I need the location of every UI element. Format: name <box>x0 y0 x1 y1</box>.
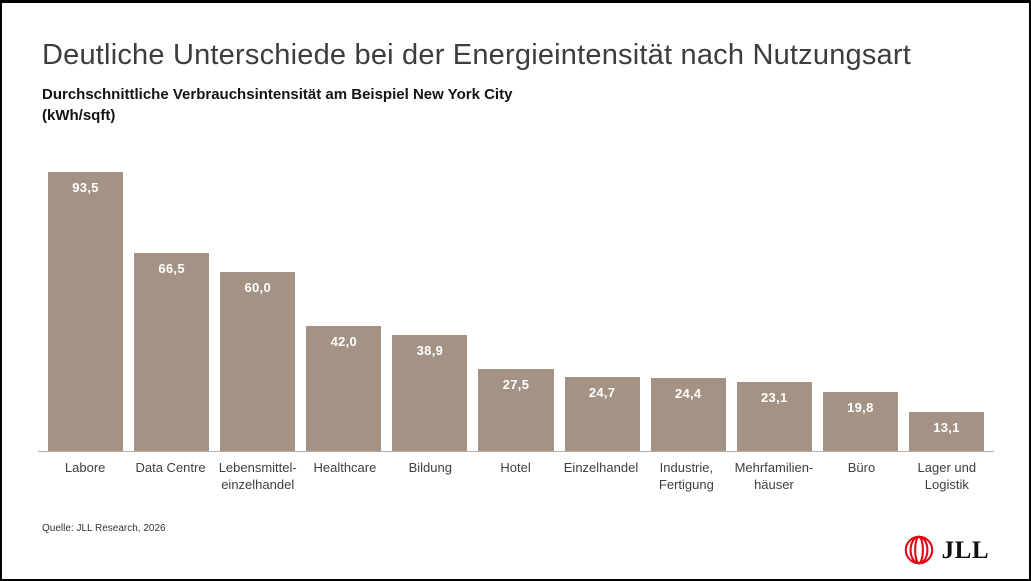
bar-chart: 93,5 66,5 60,0 42,0 38,9 27,5 24,7 24,4 23,1 19,8… <box>2 153 1029 494</box>
bar-column: 24,7 <box>564 376 640 451</box>
bar-value-label: 13,1 <box>933 419 960 435</box>
category-label: Einzelhandel <box>563 459 639 475</box>
bar-value-label: 60,0 <box>244 279 271 295</box>
bar: 27,5 <box>478 368 554 451</box>
bar-column: 19,8 <box>822 391 898 451</box>
category-label: Lager und Logistik <box>917 459 977 493</box>
bar-value-label: 66,5 <box>158 260 185 276</box>
category-label: Hotel <box>500 459 531 475</box>
bar: 38,9 <box>392 334 468 451</box>
jll-logo-icon <box>904 535 933 565</box>
bar: 24,7 <box>564 376 640 451</box>
page-title: Deutliche Unterschiede bei der Energiein… <box>42 39 911 71</box>
bar-column: 27,5 <box>478 368 554 451</box>
plot-area: 93,5 66,5 60,0 42,0 38,9 27,5 24,7 24,4 23,1 19,8… <box>38 153 994 452</box>
source-note: Quelle: JLL Research, 2026 <box>42 523 166 534</box>
chart-subtitle-line1: Durchschnittliche Verbrauchsintensität a… <box>42 86 513 104</box>
bar-value-label: 24,7 <box>588 384 616 400</box>
bar-column: 24,4 <box>650 377 726 451</box>
bar: 13,1 <box>908 411 985 451</box>
category-label: Mehrfamilien-häuser <box>734 459 814 493</box>
chart-subtitle-unit: (kWh/sqft) <box>42 106 116 124</box>
bar-column: 42,0 <box>306 325 382 451</box>
category-label: Lebensmittel-einzelhandel <box>218 459 297 493</box>
bar: 23,1 <box>736 381 812 451</box>
bars-row: 93,5 66,5 60,0 42,0 38,9 27,5 24,7 24,4 23,1 19,8… <box>38 153 994 451</box>
labels-row: Labore Data Centre Lebensmittel-einzelhand… <box>38 452 994 494</box>
category-label: Data Centre <box>135 459 206 475</box>
bar-column: 93,5 <box>48 171 124 451</box>
bar: 19,8 <box>822 391 898 451</box>
jll-logo-text: JLL <box>941 536 989 564</box>
bar: 42,0 <box>306 325 382 451</box>
bar-value-label: 38,9 <box>416 342 444 358</box>
bar-value-label: 93,5 <box>72 179 99 195</box>
bar-value-label: 24,4 <box>674 385 702 401</box>
bar-column: 38,9 <box>392 334 468 451</box>
category-label: Industrie, Fertigung <box>658 459 714 493</box>
chart-subtitle: Durchschnittliche Verbrauchsintensität a… <box>42 85 989 126</box>
bar-value-label: 19,8 <box>847 399 874 415</box>
bar-column: 23,1 <box>736 381 812 451</box>
category-label: Büro <box>847 459 876 475</box>
category-label: Bildung <box>408 459 452 475</box>
bar-value-label: 42,0 <box>330 333 358 349</box>
bar-value-label: 23,1 <box>761 389 788 405</box>
bar-column: 13,1 <box>908 411 985 451</box>
bar-column: 60,0 <box>220 271 296 451</box>
jll-logo: JLL <box>903 534 989 566</box>
bar-value-label: 27,5 <box>502 376 530 392</box>
bar: 93,5 <box>48 171 124 451</box>
bar: 66,5 <box>134 252 210 451</box>
bar: 24,4 <box>650 377 726 451</box>
bar-column: 66,5 <box>134 252 210 451</box>
category-label: Labore <box>64 459 106 475</box>
bar: 60,0 <box>220 271 296 451</box>
category-label: Healthcare <box>313 459 377 475</box>
